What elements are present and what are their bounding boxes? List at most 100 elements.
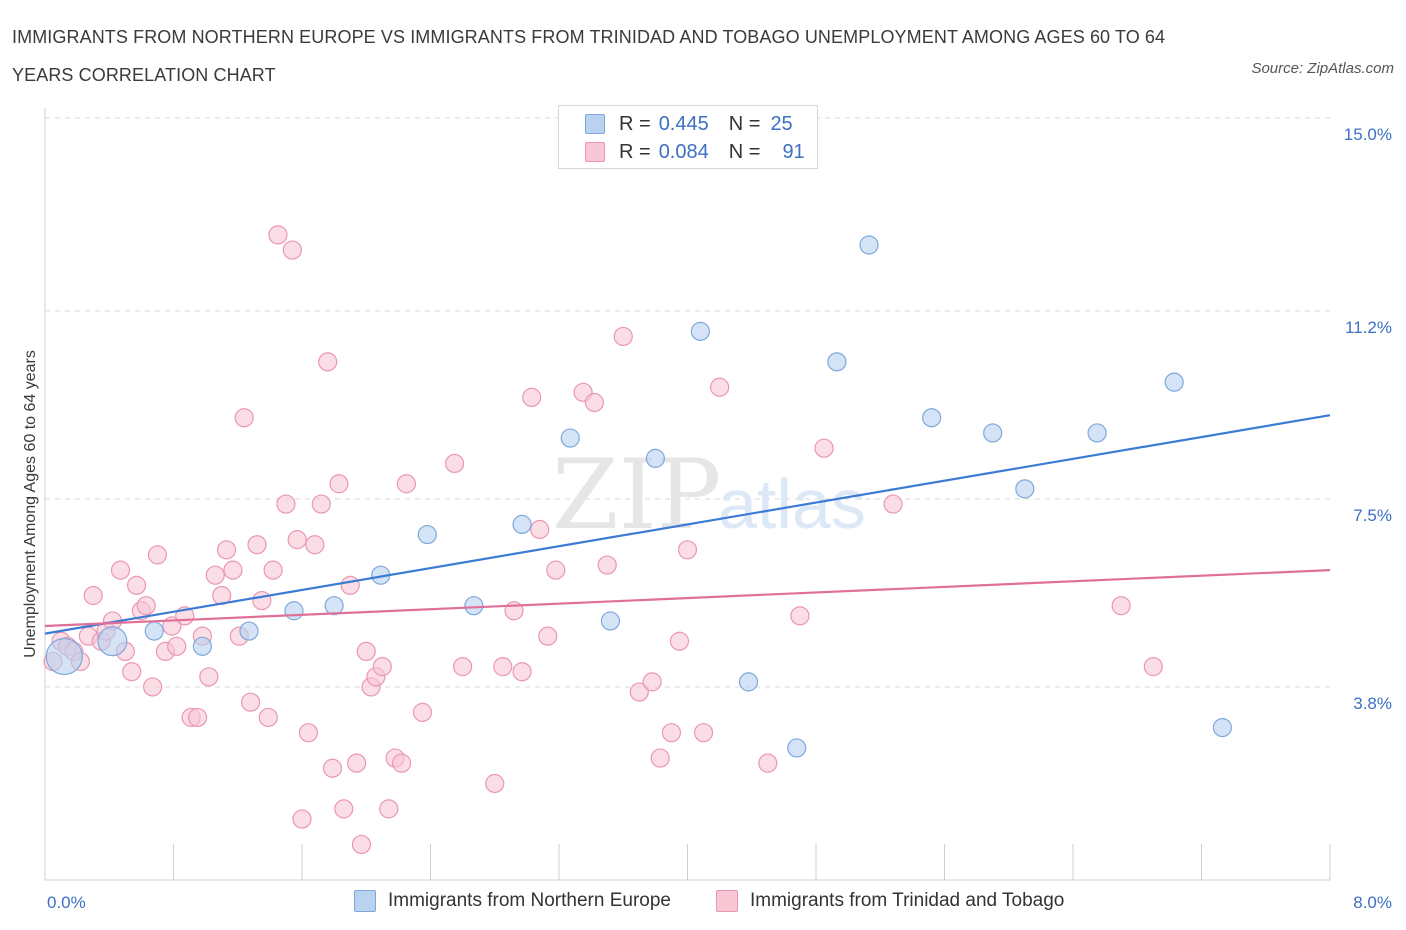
data-point-northern-europe bbox=[417, 524, 437, 545]
data-point-trinidad bbox=[258, 707, 278, 728]
axes bbox=[44, 108, 1331, 881]
data-point-northern-europe bbox=[464, 596, 484, 616]
trend-lines bbox=[44, 414, 1331, 635]
data-point-northern-europe bbox=[1164, 372, 1184, 392]
legend-n-label: N = bbox=[728, 140, 761, 163]
legend-row-trinidad: R = 0.084 N = 91 bbox=[585, 138, 805, 166]
data-point-trinidad bbox=[677, 540, 698, 560]
y-tick-label: 11.2% bbox=[1345, 318, 1392, 337]
legend-item-northern-europe: Immigrants from Northern Europe bbox=[354, 890, 671, 912]
legend-r-value: 0.445 bbox=[658, 112, 709, 135]
data-point-trinidad bbox=[292, 809, 312, 829]
data-point-trinidad bbox=[252, 590, 272, 611]
source-label: Source: ZipAtlas.com bbox=[1251, 60, 1394, 77]
data-point-trinidad bbox=[379, 799, 399, 819]
data-point-trinidad bbox=[305, 535, 325, 555]
legend-label: Immigrants from Trinidad and Tobago bbox=[750, 890, 1065, 911]
data-point-trinidad bbox=[83, 585, 103, 606]
data-point-trinidad bbox=[122, 662, 142, 682]
correlation-legend: R = 0.445 N = 25 R = 0.084 N = 91 bbox=[558, 105, 818, 169]
data-point-trinidad bbox=[340, 575, 360, 595]
data-point-northern-europe bbox=[1015, 479, 1035, 499]
legend-n-value: 25 bbox=[770, 112, 793, 135]
data-point-trinidad bbox=[613, 326, 633, 347]
trendline-trinidad bbox=[44, 569, 1331, 628]
data-point-trinidad bbox=[584, 392, 604, 413]
data-point-northern-europe bbox=[690, 321, 710, 341]
data-point-northern-europe bbox=[645, 448, 665, 468]
data-point-trinidad bbox=[247, 535, 267, 555]
data-point-trinidad bbox=[790, 606, 810, 626]
data-point-trinidad bbox=[453, 657, 473, 677]
data-point-trinidad bbox=[136, 596, 156, 616]
data-point-trinidad bbox=[597, 555, 617, 575]
legend-swatch-pink bbox=[585, 142, 605, 162]
data-point-trinidad bbox=[241, 692, 261, 712]
legend-r-label: R = bbox=[619, 140, 651, 163]
data-point-northern-europe bbox=[144, 621, 164, 641]
data-point-trinidad bbox=[187, 707, 208, 728]
legend-swatch-pink bbox=[716, 890, 738, 912]
data-point-trinidad bbox=[356, 641, 376, 662]
watermark-zip: ZIP bbox=[552, 439, 721, 551]
data-point-trinidad bbox=[650, 748, 670, 768]
legend-n-label: N = bbox=[728, 112, 761, 135]
data-point-trinidad bbox=[546, 560, 566, 580]
data-point-northern-europe bbox=[284, 601, 304, 621]
legend-swatch-blue bbox=[585, 114, 605, 134]
data-point-trinidad bbox=[530, 519, 550, 540]
data-point-trinidad bbox=[512, 662, 532, 682]
data-point-northern-europe bbox=[922, 408, 942, 428]
axis-labels: 3.8% 7.5% 11.2% 15.0% 0.0% 8.0% Unemployment A… bbox=[22, 125, 1392, 912]
data-point-trinidad bbox=[110, 560, 131, 580]
data-point-trinidad bbox=[322, 758, 343, 778]
legend-r-label: R = bbox=[619, 112, 651, 135]
data-point-trinidad bbox=[143, 677, 163, 697]
data-point-trinidad bbox=[485, 773, 505, 794]
data-point-trinidad bbox=[263, 560, 283, 580]
data-point-trinidad bbox=[758, 753, 778, 773]
data-point-trinidad bbox=[199, 667, 219, 687]
data-point-trinidad bbox=[412, 702, 433, 722]
data-point-trinidad bbox=[287, 530, 307, 550]
data-point-northern-europe bbox=[512, 514, 532, 535]
series-legend: Immigrants from Northern Europe Immigran… bbox=[0, 888, 1406, 918]
data-point-trinidad bbox=[147, 545, 168, 565]
watermark: ZIP atlas bbox=[552, 439, 866, 551]
data-point-trinidad bbox=[234, 408, 254, 428]
y-tick-label: 3.8% bbox=[1353, 694, 1392, 713]
data-point-trinidad bbox=[710, 377, 730, 397]
data-point-trinidad bbox=[396, 474, 417, 494]
data-point-trinidad bbox=[329, 474, 349, 494]
series-trinidad-points bbox=[43, 225, 1163, 855]
data-point-trinidad bbox=[661, 723, 682, 743]
data-point-trinidad bbox=[1143, 657, 1163, 677]
watermark-atlas: atlas bbox=[718, 465, 866, 543]
data-point-northern-europe bbox=[324, 596, 344, 616]
data-point-northern-europe bbox=[983, 423, 1003, 443]
data-point-trinidad bbox=[693, 723, 714, 743]
data-point-trinidad bbox=[276, 494, 296, 514]
y-axis-title: Unemployment Among Ages 60 to 64 years bbox=[22, 350, 39, 658]
data-point-northern-europe bbox=[787, 738, 807, 758]
data-point-trinidad bbox=[538, 626, 558, 646]
legend-row-northern-europe: R = 0.445 N = 25 bbox=[585, 110, 793, 138]
data-point-trinidad bbox=[629, 682, 649, 702]
data-point-trinidad bbox=[372, 657, 392, 677]
data-point-trinidad bbox=[334, 799, 354, 819]
legend-label: Immigrants from Northern Europe bbox=[388, 890, 671, 911]
data-point-trinidad bbox=[883, 494, 903, 514]
data-point-northern-europe bbox=[827, 352, 847, 372]
data-point-northern-europe bbox=[1212, 717, 1232, 738]
legend-n-value: 91 bbox=[782, 140, 805, 163]
data-point-trinidad bbox=[642, 672, 662, 692]
data-point-trinidad bbox=[205, 565, 225, 585]
data-point-trinidad bbox=[444, 453, 465, 474]
data-point-trinidad bbox=[223, 560, 243, 580]
data-point-trinidad bbox=[268, 225, 288, 245]
legend-swatch-blue bbox=[354, 890, 376, 912]
data-point-trinidad bbox=[351, 834, 372, 855]
data-point-trinidad bbox=[126, 575, 147, 595]
data-point-northern-europe bbox=[239, 621, 259, 641]
